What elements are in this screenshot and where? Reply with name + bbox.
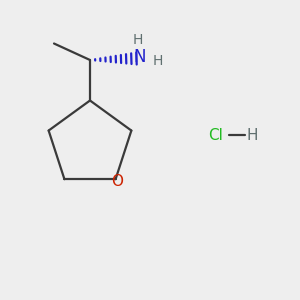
Text: H: H bbox=[247, 128, 258, 142]
Text: O: O bbox=[111, 174, 123, 189]
Text: Cl: Cl bbox=[208, 128, 224, 142]
Text: H: H bbox=[133, 33, 143, 47]
Text: N: N bbox=[133, 48, 146, 66]
Text: H: H bbox=[153, 54, 163, 68]
